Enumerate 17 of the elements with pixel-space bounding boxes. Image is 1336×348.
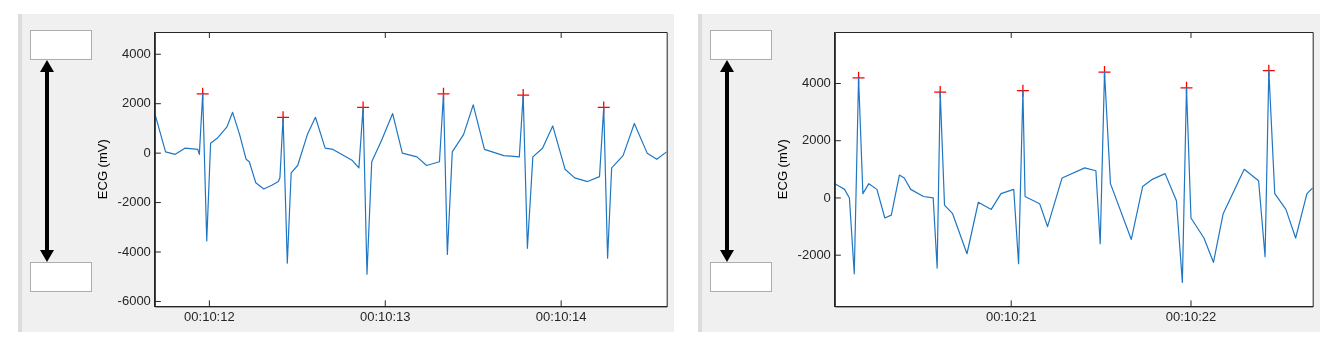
y-tick-label: -2000	[797, 246, 831, 262]
y-axis-title: ECG (mV)	[775, 139, 791, 200]
y-axis-title: ECG (mV)	[95, 139, 111, 200]
y-tick-label: 4000	[121, 45, 151, 61]
y-tick-label: 0	[143, 144, 151, 160]
x-tick-label: 00:10:12	[184, 308, 235, 324]
y-tick-label: -2000	[117, 194, 151, 210]
y-tick-label: 0	[823, 189, 831, 205]
x-tick-label: 00:10:22	[1165, 308, 1217, 324]
y-tick-label: 4000	[801, 75, 831, 91]
y-tick-label: -4000	[117, 243, 151, 259]
x-tick-label: 00:10:13	[359, 308, 411, 324]
x-tick-label: 00:10:21	[985, 308, 1037, 324]
y-tick-label: 2000	[121, 95, 151, 111]
y-tick-label: 2000	[801, 132, 831, 148]
x-tick-label: 00:10:14	[535, 308, 587, 324]
y-tick-label: -6000	[117, 293, 151, 309]
